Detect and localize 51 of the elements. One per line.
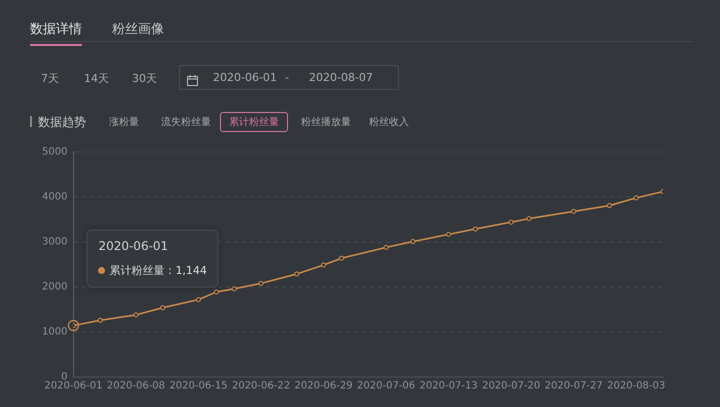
text: 涨粉量 bbox=[109, 116, 139, 129]
point bbox=[133, 312, 138, 318]
text: 粉丝播放量 bbox=[301, 116, 351, 129]
text: 14天 bbox=[84, 71, 109, 86]
point bbox=[214, 289, 219, 294]
text: 粉丝画像 bbox=[112, 21, 164, 38]
x-tick-label: 2020-07-13 bbox=[420, 380, 478, 392]
x-tick-label: 2020-06-29 bbox=[294, 380, 353, 392]
point bbox=[196, 297, 202, 302]
point bbox=[321, 262, 326, 268]
x-tick-label: 2020-06-01 bbox=[44, 380, 103, 392]
x-tick-label: 2020-07-20 bbox=[482, 380, 540, 392]
point bbox=[508, 220, 514, 225]
point bbox=[606, 203, 612, 208]
x-tick-label: 2020-06-08 bbox=[106, 380, 166, 392]
x-tick-label: 2020-07-27 bbox=[544, 380, 603, 392]
y-tick-label: 4000 bbox=[42, 192, 68, 203]
x-tick-label: 2020-07-06 bbox=[357, 380, 416, 392]
text: 累计粉丝量 bbox=[220, 112, 288, 132]
text: 流失粉丝量 bbox=[161, 116, 211, 129]
legend-label: 累计粉丝量 bbox=[109, 264, 164, 277]
point bbox=[338, 256, 344, 261]
point bbox=[526, 216, 532, 222]
point bbox=[571, 208, 576, 214]
point bbox=[232, 286, 237, 292]
annotation: 2020-06-01 bbox=[98, 238, 170, 253]
point bbox=[258, 280, 264, 286]
point bbox=[384, 244, 389, 250]
point bbox=[160, 305, 166, 310]
point bbox=[410, 239, 416, 244]
y-tick-label: 1000 bbox=[42, 326, 68, 338]
text: 30天 bbox=[132, 71, 157, 86]
y-tick-label: 5000 bbox=[42, 146, 68, 158]
text: - bbox=[285, 71, 289, 84]
text: 2020-08-07 bbox=[309, 71, 373, 84]
point bbox=[634, 195, 639, 200]
x-tick-label: 2020-06-22 bbox=[232, 380, 290, 392]
text: 数据详情 bbox=[30, 20, 82, 46]
x-tick-label: 2020-08-03 bbox=[607, 380, 666, 392]
point bbox=[98, 318, 103, 323]
text: 2020-06-01 bbox=[213, 71, 277, 84]
x-tick-label: 2020-06-15 bbox=[169, 380, 228, 392]
text: 7天 bbox=[41, 71, 59, 86]
annotation: ：1,144 bbox=[164, 264, 207, 277]
point bbox=[472, 226, 478, 232]
point bbox=[446, 232, 452, 237]
point bbox=[294, 271, 300, 276]
chart-title: 数据趋势 bbox=[38, 114, 86, 131]
y-tick-label: 2000 bbox=[42, 282, 68, 293]
text: 粉丝收入 bbox=[369, 116, 409, 129]
y-tick-label: 3000 bbox=[42, 236, 68, 248]
